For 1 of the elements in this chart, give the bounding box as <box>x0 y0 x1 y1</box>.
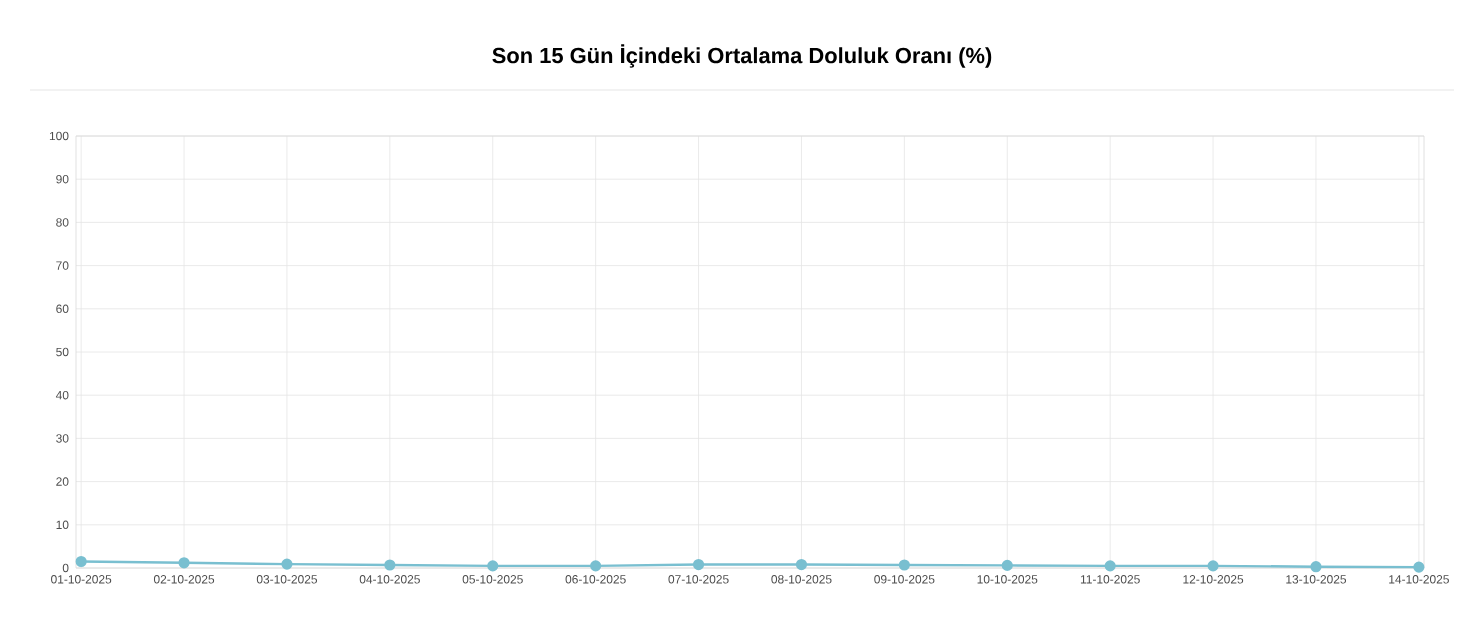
chart-title: Son 15 Gün İçindeki Ortalama Doluluk Oranı (%) <box>492 44 992 68</box>
